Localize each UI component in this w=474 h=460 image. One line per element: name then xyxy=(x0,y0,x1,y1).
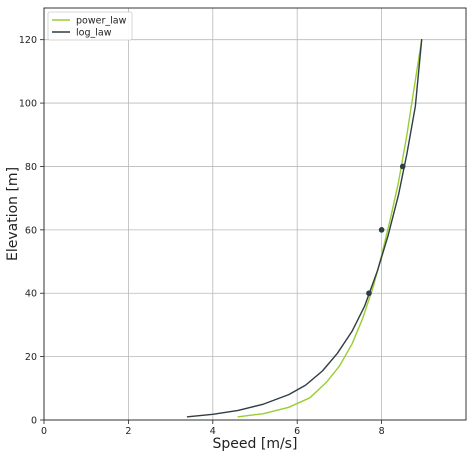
y-tick-label: 60 xyxy=(25,225,37,236)
x-tick-label: 0 xyxy=(41,426,47,437)
observation-point xyxy=(366,290,372,297)
series-layer xyxy=(186,38,423,418)
y-tick-label: 40 xyxy=(25,289,37,300)
x-tick-label: 4 xyxy=(210,426,216,437)
series-line-power-law xyxy=(237,38,423,418)
y-tick-label: 80 xyxy=(25,162,37,173)
observation-points xyxy=(366,163,406,297)
series-line-log-law xyxy=(186,38,423,418)
plot-frame xyxy=(43,7,467,421)
y-tick-label: 0 xyxy=(31,416,37,427)
observation-point xyxy=(378,227,385,233)
legend-label: power_law xyxy=(76,16,127,27)
legend-label: log_law xyxy=(76,28,112,39)
x-tick-label: 8 xyxy=(379,426,385,437)
grid xyxy=(43,8,466,421)
y-tick-label: 20 xyxy=(25,352,37,363)
y-axis-label: Elevation [m] xyxy=(5,167,21,261)
observation-point xyxy=(399,163,406,170)
x-axis-label: Speed [m/s] xyxy=(213,436,298,452)
x-tick-label: 6 xyxy=(294,426,300,437)
x-tick-label: 2 xyxy=(125,426,131,437)
y-tick-label: 100 xyxy=(19,99,37,110)
y-tick-label: 120 xyxy=(19,35,37,46)
legend-box xyxy=(47,11,133,41)
